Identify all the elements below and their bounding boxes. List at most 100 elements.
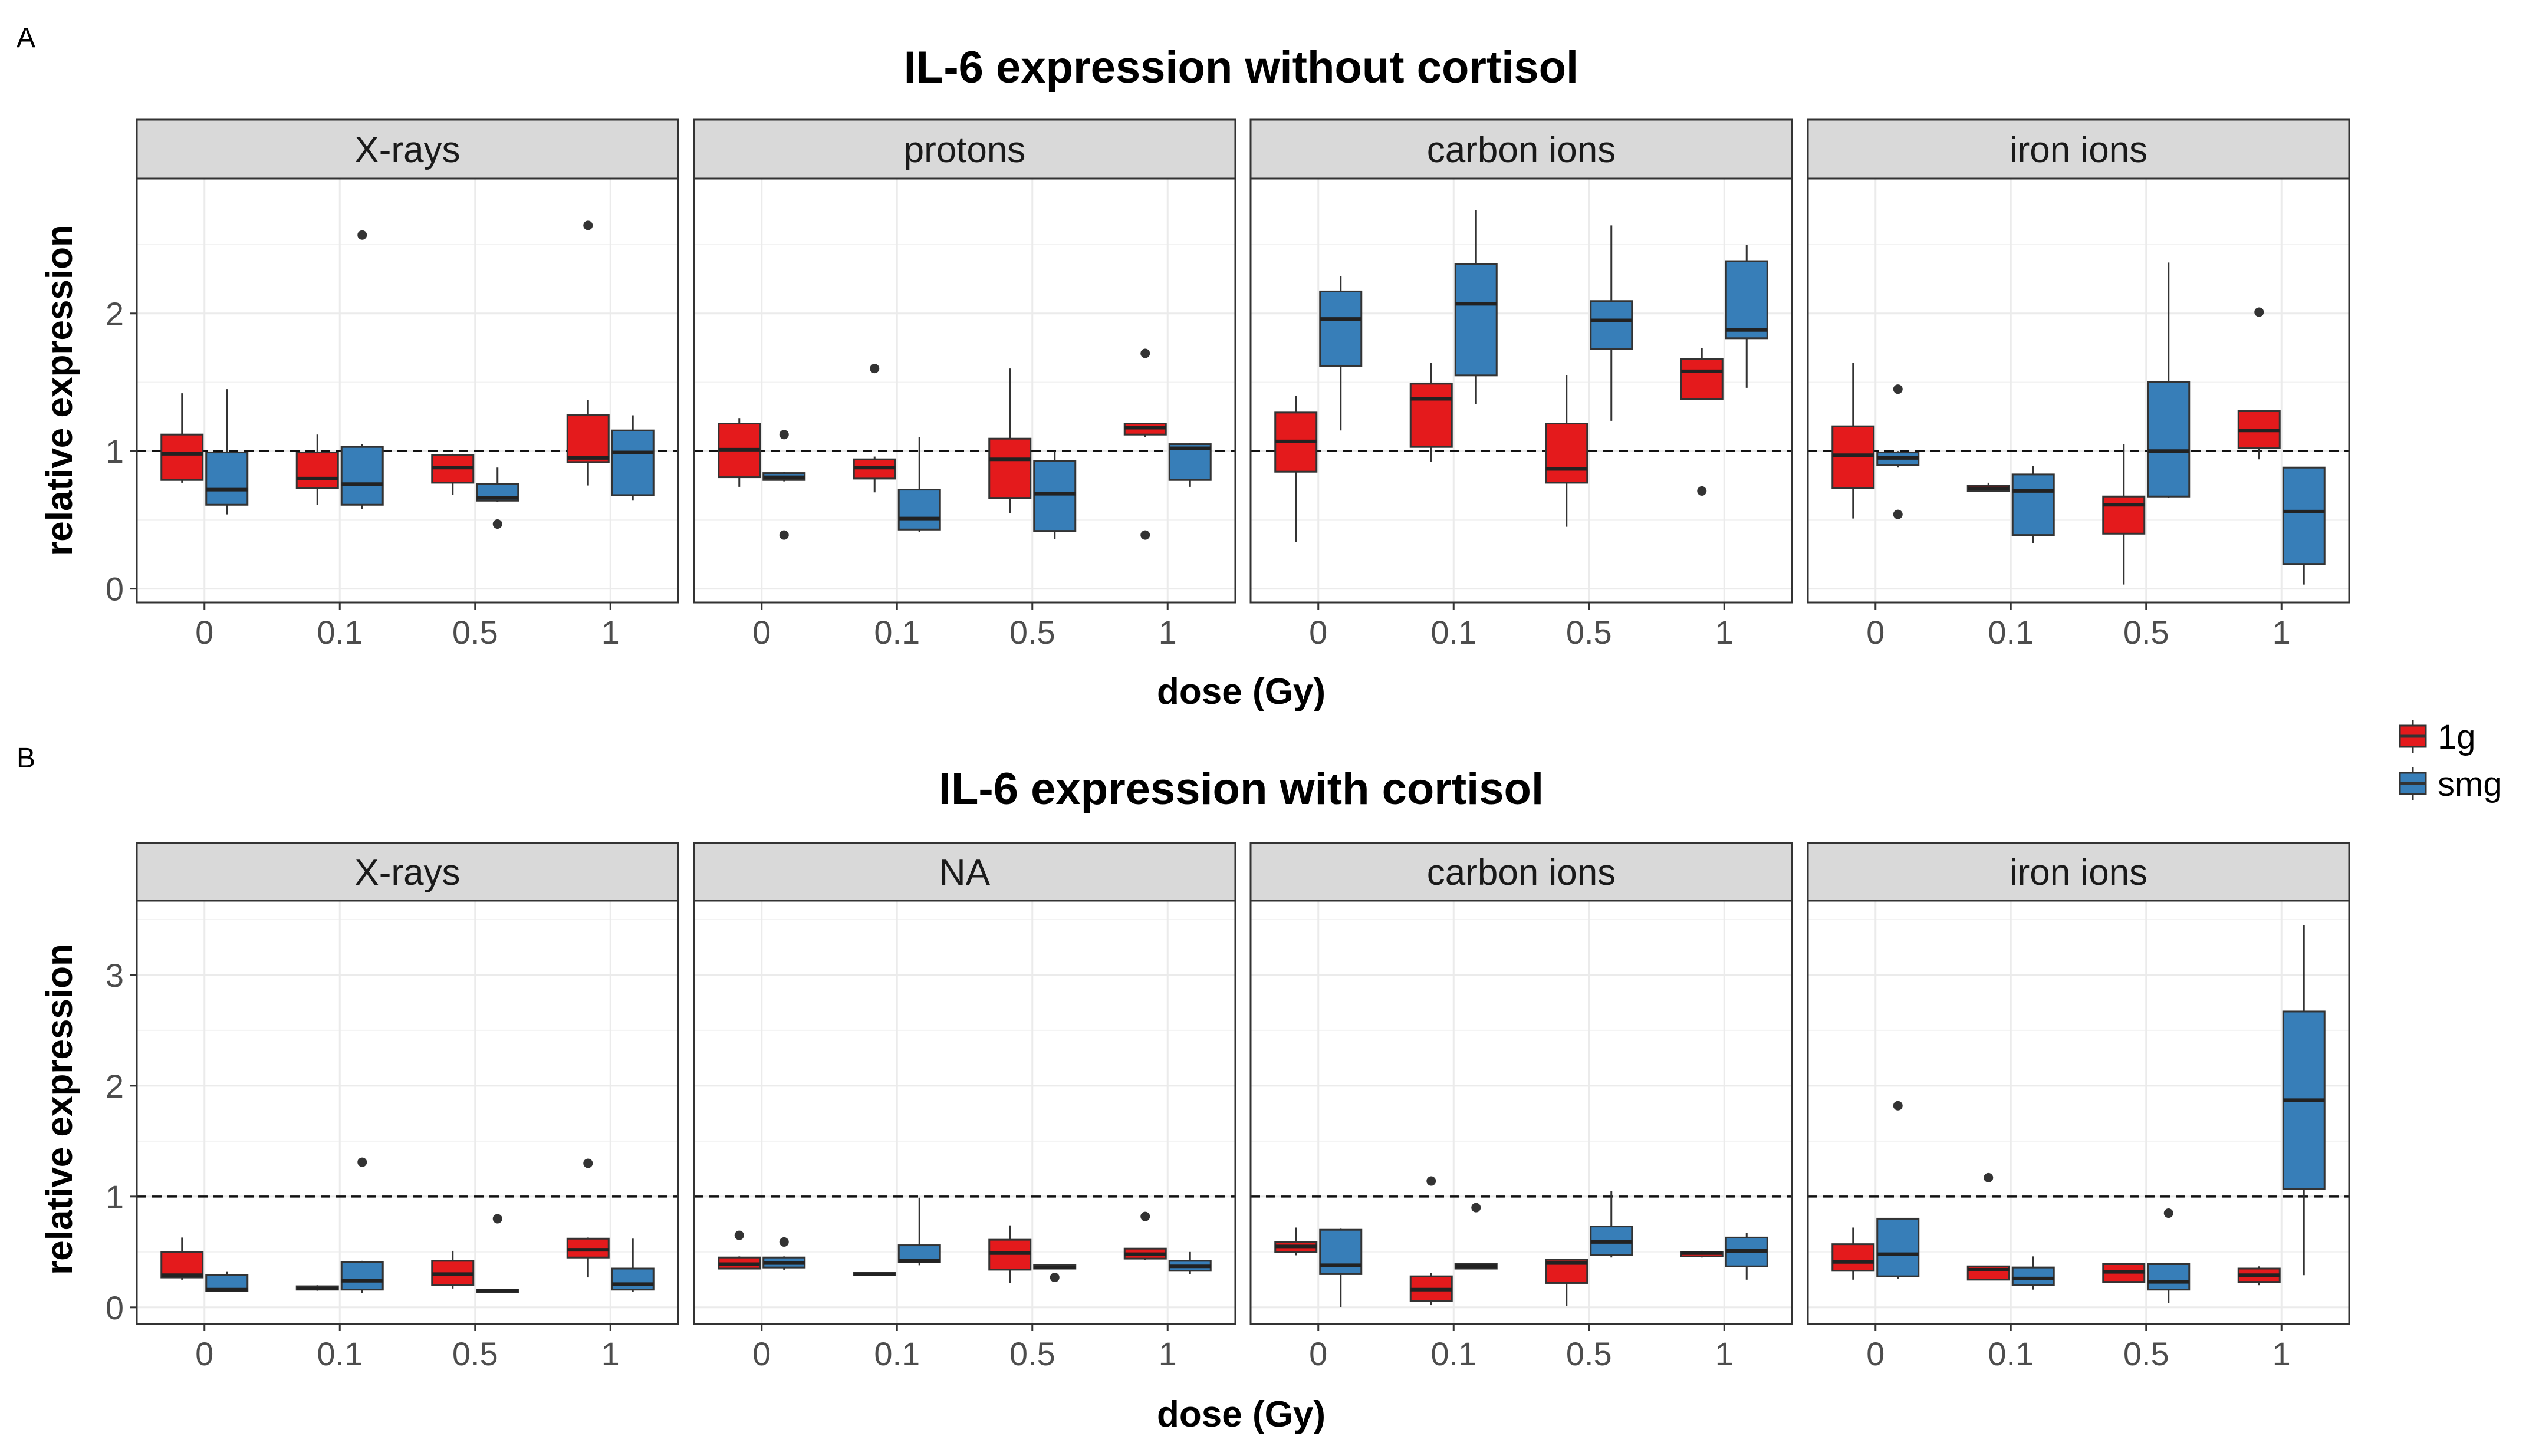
box-x-rays-0-1-smg [340, 1157, 384, 1293]
box-x-rays-0-1g [160, 1237, 204, 1280]
facet-strip-carbon-ions [1249, 118, 1793, 180]
facet-label-iron-ions: iron ions [2010, 130, 2147, 170]
box-na-0-1-smg [897, 1197, 941, 1266]
box-protons-0-smg [762, 430, 806, 540]
outlier-iron-ions-0-1-1g [1984, 1172, 1994, 1182]
x-tick-label-na-0-1: 0.1 [874, 1335, 920, 1372]
box-carbon-ions-0-smg [1319, 1228, 1363, 1307]
x-tick-label-iron-ions-1: 1 [2272, 1335, 2291, 1372]
box-body-iron-ions-0-1g [1831, 425, 1875, 489]
box-carbon-ions-0-1-smg [1454, 1203, 1498, 1270]
facet-border-x-rays [136, 900, 679, 1325]
box-body-carbon-ions-0-5-1g [1545, 423, 1588, 484]
box-body-x-rays-0-1g [160, 433, 204, 481]
facet-strip-iron-ions [1807, 118, 2350, 180]
y-axis-title-a: relative expression [40, 225, 80, 556]
box-body-iron-ions-0-1g [1831, 1243, 1875, 1272]
x-tick-label-iron-ions-0-5: 0.5 [2123, 614, 2169, 651]
box-iron-ions-1-smg [2282, 925, 2326, 1276]
facet-label-carbon-ions: carbon ions [1427, 852, 1616, 893]
box-iron-ions-0-1-smg [2011, 466, 2055, 543]
box-x-rays-0-5-1g [431, 453, 475, 495]
outlier-iron-ions-0-smg [1893, 509, 1903, 519]
legend-label-1g: 1g [2438, 718, 2476, 756]
box-na-0-smg [762, 1237, 806, 1270]
box-body-x-rays-1-1g [566, 414, 610, 463]
y-tick-label-1: 1 [106, 1178, 124, 1215]
box-body-protons-0-5-smg [1033, 460, 1077, 532]
legend: 1g smg [2399, 718, 2502, 803]
box-protons-0-5-smg [1033, 451, 1077, 539]
facet-strip-x-rays [136, 118, 679, 180]
outlier-na-1-1g [1140, 1211, 1150, 1221]
box-body-x-rays-1-smg [611, 1267, 655, 1291]
outlier-x-rays-0-5-smg [492, 519, 502, 529]
box-body-x-rays-0-smg [205, 452, 249, 506]
facet-x-rays: X-rays 0 0.1 0.5 1 0 1 2 [106, 118, 679, 651]
x-tick-label-iron-ions-0: 0 [1866, 614, 1884, 651]
box-body-carbon-ions-0-5-smg [1590, 300, 1633, 350]
x-tick-label-x-rays-1: 1 [601, 1335, 620, 1372]
x-tick-label-carbon-ions-1: 1 [1715, 614, 1734, 651]
box-body-x-rays-1-smg [611, 429, 655, 496]
box-body-iron-ions-1-smg [2282, 466, 2326, 565]
x-tick-label-protons-0-5: 0.5 [1009, 614, 1055, 651]
x-tick-label-carbon-ions-0: 0 [1309, 1335, 1327, 1372]
outlier-iron-ions-0-smg [1893, 1101, 1903, 1111]
facets-b: X-rays 0 0.1 0.5 1 0 1 2 3 NA 0 0.1 0.5 1 carbon ions 0… [106, 842, 2350, 1372]
box-carbon-ions-0-5-smg [1590, 225, 1633, 421]
box-x-rays-0-1g [160, 393, 204, 483]
box-x-rays-0-1-1g [295, 434, 339, 505]
outlier-na-0-5-smg [1050, 1273, 1060, 1283]
x-tick-label-iron-ions-1: 1 [2272, 614, 2291, 651]
box-iron-ions-1-1g [2237, 1266, 2281, 1286]
facet-strip-protons [693, 118, 1236, 180]
box-na-0-1-1g [853, 1272, 896, 1276]
box-iron-ions-0-5-1g [2102, 444, 2146, 585]
box-body-iron-ions-0-5-1g [2102, 495, 2146, 535]
outlier-protons-0-smg [779, 530, 789, 540]
box-x-rays-0-5-smg [476, 1214, 519, 1293]
chart-title-b: IL-6 expression with cortisol [939, 764, 1544, 814]
outlier-carbon-ions-0-1-1g [1426, 1176, 1436, 1186]
box-iron-ions-0-5-smg [2147, 1208, 2191, 1303]
box-carbon-ions-0-1-smg [1454, 210, 1498, 404]
box-carbon-ions-1-smg [1725, 245, 1768, 388]
box-body-protons-0-5-1g [988, 437, 1032, 499]
facet-iron-ions: iron ions 0 0.1 0.5 1 [1807, 118, 2350, 651]
box-x-rays-1-1g [566, 220, 610, 486]
box-carbon-ions-1-1g [1680, 1250, 1724, 1258]
facet-label-x-rays: X-rays [354, 852, 460, 893]
box-na-0-5-1g [988, 1225, 1032, 1283]
box-carbon-ions-0-1-1g [1409, 1176, 1453, 1306]
x-tick-label-x-rays-0-1: 0.1 [317, 1335, 363, 1372]
y-tick-label-3: 3 [106, 957, 124, 994]
box-body-carbon-ions-0-smg [1319, 1228, 1363, 1275]
box-carbon-ions-1-smg [1725, 1233, 1768, 1280]
box-body-iron-ions-0-1-smg [2011, 1266, 2055, 1286]
box-carbon-ions-1-1g [1680, 348, 1724, 496]
box-body-iron-ions-0-1-smg [2011, 473, 2055, 536]
x-tick-label-iron-ions-0-1: 0.1 [1988, 614, 2034, 651]
facet-border-carbon-ions [1249, 177, 1793, 604]
box-x-rays-0-1-smg [340, 230, 384, 509]
facet-protons: protons 0 0.1 0.5 1 [693, 118, 1236, 651]
box-carbon-ions-0-5-1g [1545, 1259, 1588, 1306]
box-body-carbon-ions-0-smg [1319, 290, 1363, 367]
box-carbon-ions-0-5-1g [1545, 375, 1588, 527]
box-x-rays-0-1-1g [295, 1285, 339, 1291]
x-tick-label-iron-ions-0: 0 [1866, 1335, 1884, 1372]
box-body-protons-1-smg [1168, 443, 1212, 481]
box-body-protons-0-1-smg [897, 489, 941, 531]
x-tick-label-na-1: 1 [1159, 1335, 1177, 1372]
outlier-x-rays-0-1-smg [357, 230, 367, 240]
box-body-iron-ions-0-5-smg [2147, 381, 2191, 498]
x-tick-label-iron-ions-0-5: 0.5 [2123, 1335, 2169, 1372]
x-tick-label-protons-0-1: 0.1 [874, 614, 920, 651]
box-protons-1-smg [1168, 443, 1212, 487]
legend-label-smg: smg [2438, 765, 2502, 803]
box-carbon-ions-0-smg [1319, 276, 1363, 431]
chart-title-a: IL-6 expression without cortisol [904, 42, 1578, 93]
